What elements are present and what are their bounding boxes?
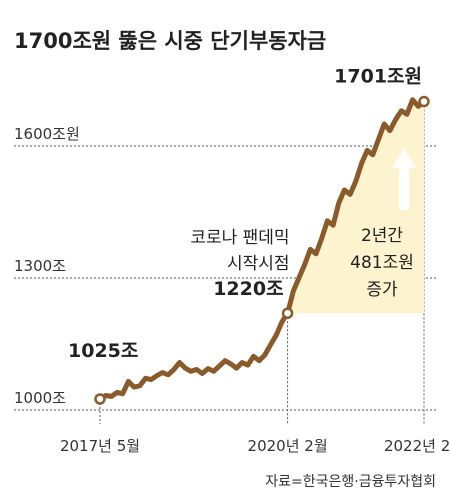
x-tick-label: 2020년 2월 bbox=[248, 437, 328, 455]
chart-title: 1700조원 뚫은 시중 단기부동자금 bbox=[14, 29, 326, 53]
increase-label: 2년간 bbox=[361, 226, 403, 246]
increase-arrow-icon bbox=[392, 148, 416, 210]
x-tick-label: 2017년 5월 bbox=[60, 437, 140, 455]
y-tick-label: 1600조원 bbox=[14, 125, 80, 143]
highlight-layer bbox=[287, 99, 424, 314]
data-label: 1025조 bbox=[68, 340, 138, 362]
marker-layer bbox=[94, 95, 430, 405]
increase-label: 481조원 bbox=[350, 253, 414, 273]
increase-label: 증가 bbox=[366, 280, 398, 300]
data-label: 1220조 bbox=[213, 278, 283, 300]
y-tick-label: 1000조 bbox=[14, 389, 66, 407]
data-point-marker bbox=[94, 393, 106, 405]
increase-highlight-area bbox=[287, 99, 424, 314]
data-point-marker bbox=[281, 307, 294, 319]
series-layer bbox=[97, 97, 427, 402]
y-tick-label: 1300조 bbox=[14, 257, 66, 275]
x-tick-label: 2022년 2월 bbox=[384, 437, 450, 455]
annotation-note: 코로나 팬데믹 bbox=[190, 228, 289, 248]
annotation-note: 시작시점 bbox=[227, 254, 290, 274]
series-line bbox=[97, 97, 427, 402]
data-point-marker bbox=[418, 95, 430, 108]
source-note: 자료=한국은행·금융투자협회 bbox=[265, 474, 436, 490]
data-label: 1701조원 bbox=[334, 66, 422, 88]
